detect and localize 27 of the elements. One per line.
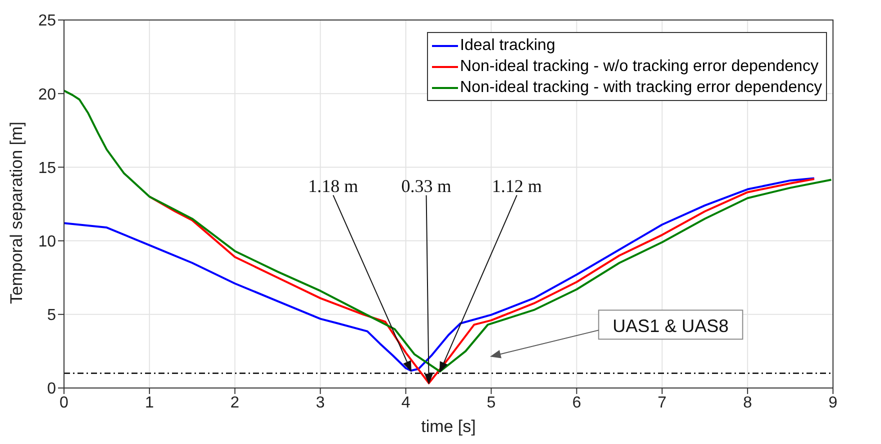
x-tick-label: 8 — [743, 394, 752, 412]
y-tick-label: 20 — [38, 86, 56, 104]
annotation: 1.18 m — [308, 176, 358, 196]
legend-label: Ideal tracking — [460, 36, 556, 56]
line-series — [64, 177, 816, 372]
y-axis-title: Temporal separation [m] — [7, 122, 26, 304]
x-tick-label: 0 — [60, 394, 69, 412]
line-series — [148, 178, 816, 384]
legend-label: Non-ideal tracking - w/o tracking error dependency — [460, 57, 818, 77]
y-tick-label: 15 — [38, 160, 56, 177]
x-axis-title: time [s] — [421, 417, 476, 436]
annotation: 1.12 m — [492, 176, 542, 196]
x-tick-label: 5 — [486, 394, 496, 412]
legend-label: Non-ideal tracking - with tracking error dependency — [460, 78, 822, 98]
annotation: 0.33 m — [401, 176, 452, 196]
x-tick-label: 2 — [230, 394, 240, 412]
y-tick-label: 10 — [38, 233, 56, 250]
x-tick-label: 3 — [316, 394, 325, 412]
annotation: UAS1 & UAS8 — [612, 316, 729, 336]
x-tick-label: 9 — [828, 394, 838, 412]
x-tick-label: 4 — [401, 394, 410, 412]
y-tick-label: 25 — [38, 12, 56, 30]
y-tick-label: 0 — [47, 380, 56, 398]
x-tick-label: 6 — [572, 394, 582, 412]
y-tick-label: 5 — [47, 307, 56, 324]
x-tick-label: 1 — [144, 394, 154, 412]
x-tick-label: 7 — [658, 394, 667, 412]
